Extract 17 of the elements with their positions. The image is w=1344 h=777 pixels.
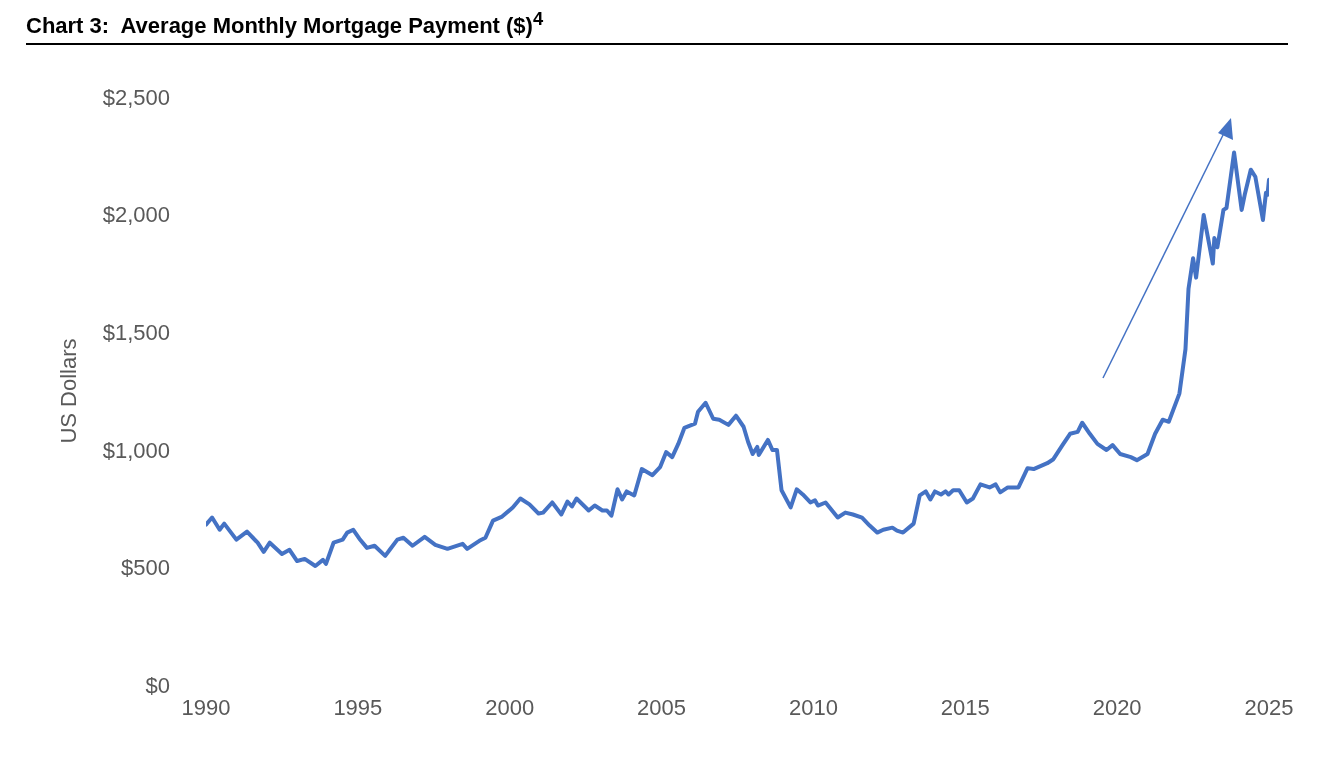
y-tick-label: $1,500 xyxy=(102,320,170,346)
y-tick-label: $2,000 xyxy=(102,202,170,228)
x-tick-label: 2020 xyxy=(1092,694,1142,720)
y-axis-title: US Dollars xyxy=(55,338,81,444)
x-tick-label: 2015 xyxy=(940,694,990,720)
y-tick-label: $0 xyxy=(145,673,170,699)
chart-title: Chart 3: Average Monthly Mortgage Payment ($)$^{4}$ xyxy=(26,8,1288,46)
line-series xyxy=(206,150,1269,569)
y-tick-label: $500 xyxy=(121,555,170,581)
y-tick-label: $1,000 xyxy=(102,437,170,463)
x-tick-label: 2005 xyxy=(637,694,687,720)
y-tick-label: $2,500 xyxy=(102,85,170,111)
x-tick-label: 1990 xyxy=(181,694,231,720)
x-tick-label: 1995 xyxy=(333,694,383,720)
x-tick-label: 2010 xyxy=(788,694,838,720)
x-tick-label: 2000 xyxy=(485,694,535,720)
x-tick-label: 2025 xyxy=(1244,694,1294,720)
